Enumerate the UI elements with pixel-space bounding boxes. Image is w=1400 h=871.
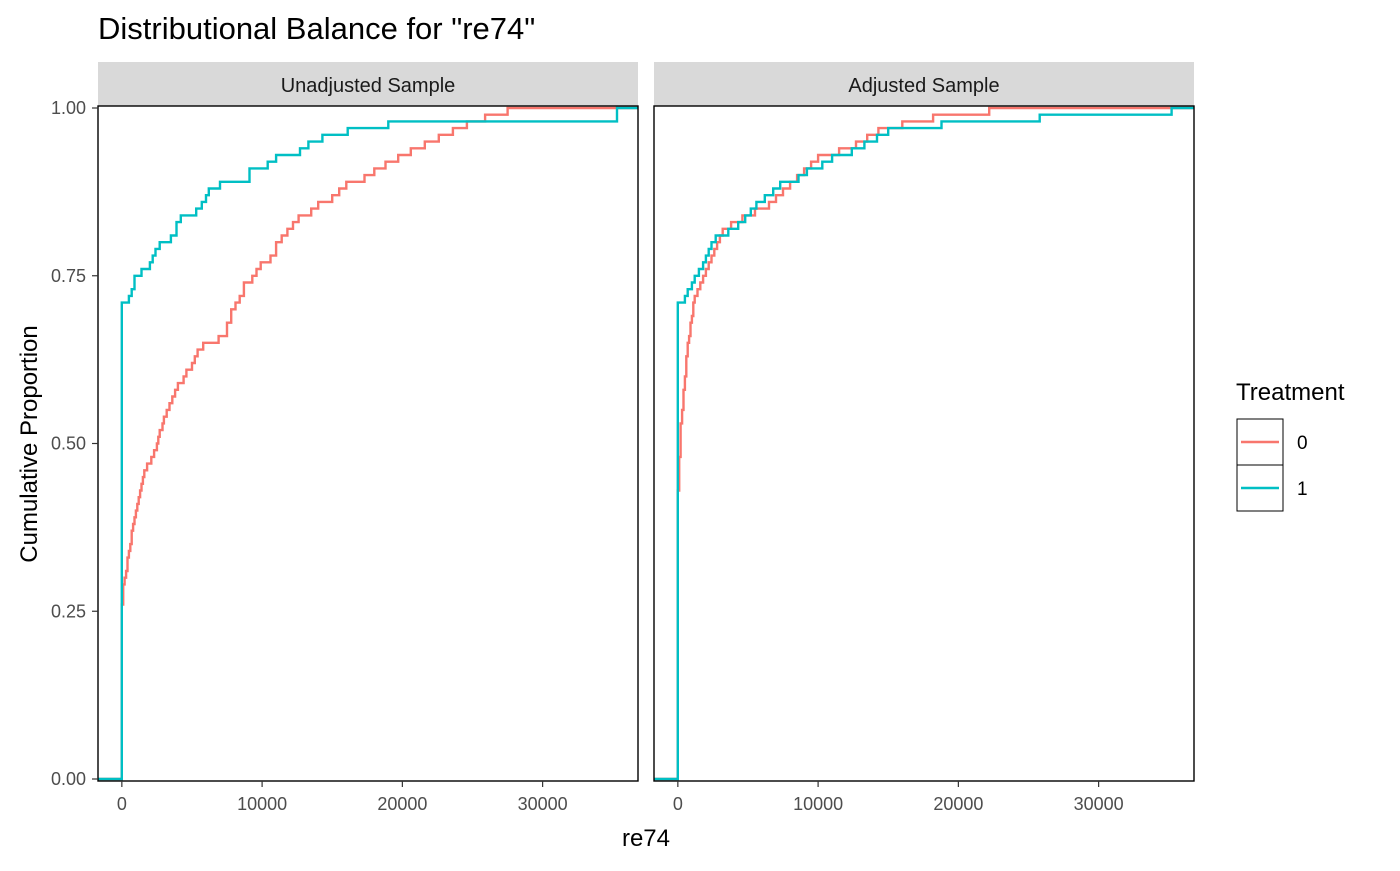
y-tick-label: 0.75 — [51, 266, 86, 286]
x-tick-label: 20000 — [377, 794, 427, 814]
x-tick-label: 30000 — [518, 794, 568, 814]
y-axis: 0.00 0.25 0.50 0.75 1.00 — [51, 98, 98, 789]
panel-unadjusted: Unadjusted Sample 0 10000 20000 30000 — [97, 62, 639, 814]
x-tick-label: 0 — [117, 794, 127, 814]
legend: Treatment 0 1 — [1236, 379, 1345, 512]
series-line-p1-s1 — [654, 106, 1194, 781]
panel-adjusted: Adjusted Sample 0 10000 20000 30000 — [653, 62, 1195, 814]
y-tick-label: 0.00 — [51, 769, 86, 789]
chart-title: Distributional Balance for "re74" — [98, 11, 535, 46]
x-tick-label: 20000 — [933, 794, 983, 814]
panel-border-adjusted — [653, 105, 1195, 782]
strip-background-unadjusted — [98, 62, 638, 106]
x-axis-title: re74 — [622, 825, 670, 852]
series-group-unadjusted — [98, 106, 638, 781]
x-tick-label: 30000 — [1074, 794, 1124, 814]
y-axis-title: Cumulative Proportion — [16, 325, 43, 562]
legend-label-0: 0 — [1297, 433, 1308, 454]
strip-label-unadjusted: Unadjusted Sample — [281, 75, 456, 97]
strip-label-adjusted: Adjusted Sample — [848, 75, 999, 97]
series-line-p0-s0 — [98, 106, 638, 781]
strip-background-adjusted — [654, 62, 1194, 106]
x-axis-adjusted: 0 10000 20000 30000 — [673, 781, 1124, 814]
x-axis-unadjusted: 0 10000 20000 30000 — [117, 781, 568, 814]
x-tick-label: 10000 — [237, 794, 287, 814]
legend-title: Treatment — [1236, 379, 1345, 406]
series-line-p0-s1 — [98, 106, 638, 781]
y-tick-label: 0.50 — [51, 434, 86, 454]
x-tick-label: 10000 — [793, 794, 843, 814]
y-tick-label: 1.00 — [51, 98, 86, 118]
y-tick-label: 0.25 — [51, 601, 86, 621]
x-tick-label: 0 — [673, 794, 683, 814]
series-group-adjusted — [654, 106, 1194, 781]
legend-label-1: 1 — [1297, 479, 1308, 500]
